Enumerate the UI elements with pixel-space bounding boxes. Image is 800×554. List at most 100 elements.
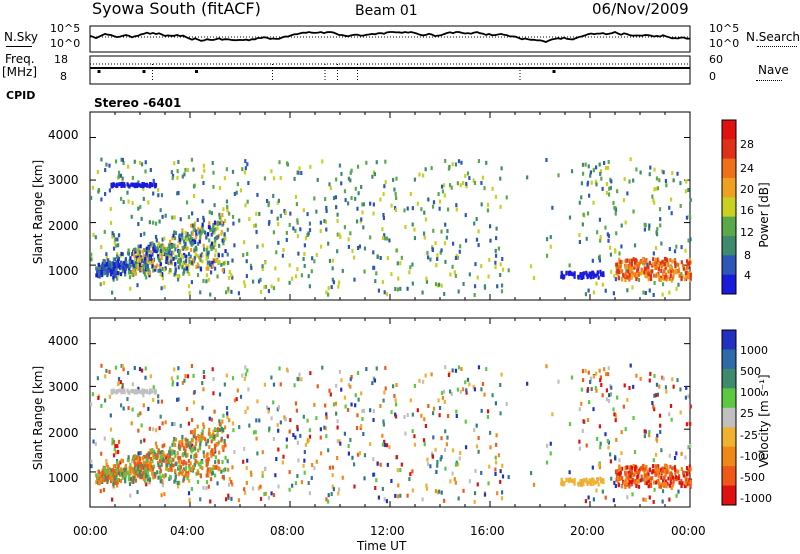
power-cell xyxy=(291,276,294,281)
velocity-cell xyxy=(632,463,635,468)
power-cell xyxy=(205,247,208,252)
power-cell xyxy=(451,241,455,246)
velocity-cell xyxy=(653,407,656,412)
power-cell xyxy=(121,176,124,181)
velocity-cell xyxy=(211,448,214,453)
velocity-cell xyxy=(308,434,312,439)
velocity-cell xyxy=(205,480,209,485)
power-cell xyxy=(174,267,177,272)
power-cell xyxy=(586,180,590,185)
velocity-cell xyxy=(653,480,656,485)
power-cell xyxy=(156,254,160,259)
velocity-cell xyxy=(124,473,128,478)
power-cell xyxy=(134,257,137,262)
power-cell xyxy=(344,198,347,203)
power-cell xyxy=(168,243,171,248)
velocity-cell xyxy=(683,484,686,489)
velocity-cell xyxy=(639,478,642,483)
power-cell xyxy=(608,186,611,191)
power-cell xyxy=(210,247,213,252)
velocity-cell xyxy=(332,487,335,492)
power-cell xyxy=(369,235,372,240)
power-cell xyxy=(632,209,635,214)
power-cell xyxy=(128,267,131,272)
velocity-cell xyxy=(230,496,233,501)
velocity-cell xyxy=(423,442,426,447)
velocity-cell xyxy=(465,390,468,395)
velocity-cell xyxy=(245,480,248,485)
velocity-cell xyxy=(362,432,365,437)
power-cell xyxy=(211,160,214,165)
velocity-cell xyxy=(100,363,103,368)
power-cell xyxy=(663,262,666,267)
power-cell xyxy=(115,243,118,248)
velocity-cell xyxy=(674,470,677,475)
velocity-cell xyxy=(384,386,387,391)
velocity-cell xyxy=(336,439,339,444)
power-cell xyxy=(545,253,549,258)
power-cell xyxy=(184,230,187,235)
velocity-cell xyxy=(137,451,140,456)
power-cell xyxy=(580,275,584,280)
power-cell xyxy=(130,270,133,275)
velocity-cell xyxy=(149,448,152,453)
velocity-cell xyxy=(381,442,385,447)
power-cell xyxy=(173,215,176,220)
velocity-cell xyxy=(170,460,173,465)
power-cell xyxy=(359,219,362,224)
power-cell xyxy=(110,265,113,270)
velocity-cell xyxy=(628,482,631,487)
power-cell xyxy=(573,271,576,276)
velocity-cell xyxy=(144,463,147,468)
power-cell xyxy=(277,198,281,203)
velocity-cell xyxy=(607,445,610,450)
power-cell xyxy=(656,257,659,262)
power-cell xyxy=(94,235,97,240)
velocity-cell xyxy=(205,459,208,464)
velocity-cell xyxy=(215,442,218,447)
power-cell xyxy=(226,208,229,213)
velocity-cell xyxy=(117,439,121,444)
power-cell xyxy=(194,252,197,257)
velocity-cell xyxy=(227,495,230,500)
velocity-cell xyxy=(216,481,219,486)
power-cell xyxy=(395,176,398,181)
velocity-cell xyxy=(132,476,135,481)
velocity-cell xyxy=(643,477,646,482)
power-cell xyxy=(379,197,382,202)
power-cell xyxy=(474,262,477,267)
velocity-cell xyxy=(126,471,130,476)
power-cell xyxy=(664,275,668,280)
power-cell xyxy=(160,286,163,291)
velocity-cell xyxy=(462,387,465,392)
velocity-cell xyxy=(203,374,206,379)
power-cell xyxy=(418,172,421,177)
velocity-cell xyxy=(222,448,225,453)
velocity-cell xyxy=(614,484,617,489)
velocity-cell xyxy=(154,389,158,394)
power-cell xyxy=(109,261,112,266)
power-cell xyxy=(205,273,209,278)
power-cell xyxy=(142,253,145,258)
velocity-cell xyxy=(275,457,278,462)
velocity-cell xyxy=(109,475,112,480)
power-cell xyxy=(303,263,306,268)
power-cell xyxy=(324,197,327,202)
velocity-cell xyxy=(121,475,124,480)
velocity-cell xyxy=(624,427,627,432)
velocity-cell xyxy=(661,375,664,380)
power-cell xyxy=(307,231,310,236)
power-cell xyxy=(113,264,116,269)
velocity-cell xyxy=(451,448,455,453)
power-cell xyxy=(152,248,155,253)
power-cell xyxy=(341,268,344,273)
velocity-cell xyxy=(268,426,271,431)
power-cell xyxy=(195,229,198,234)
power-cell xyxy=(669,264,672,269)
power-cell xyxy=(184,266,187,271)
power-cell xyxy=(211,226,214,231)
velocity-cell xyxy=(174,474,177,479)
power-cell xyxy=(296,267,299,272)
power-cell xyxy=(617,265,621,270)
power-cell xyxy=(643,270,646,275)
